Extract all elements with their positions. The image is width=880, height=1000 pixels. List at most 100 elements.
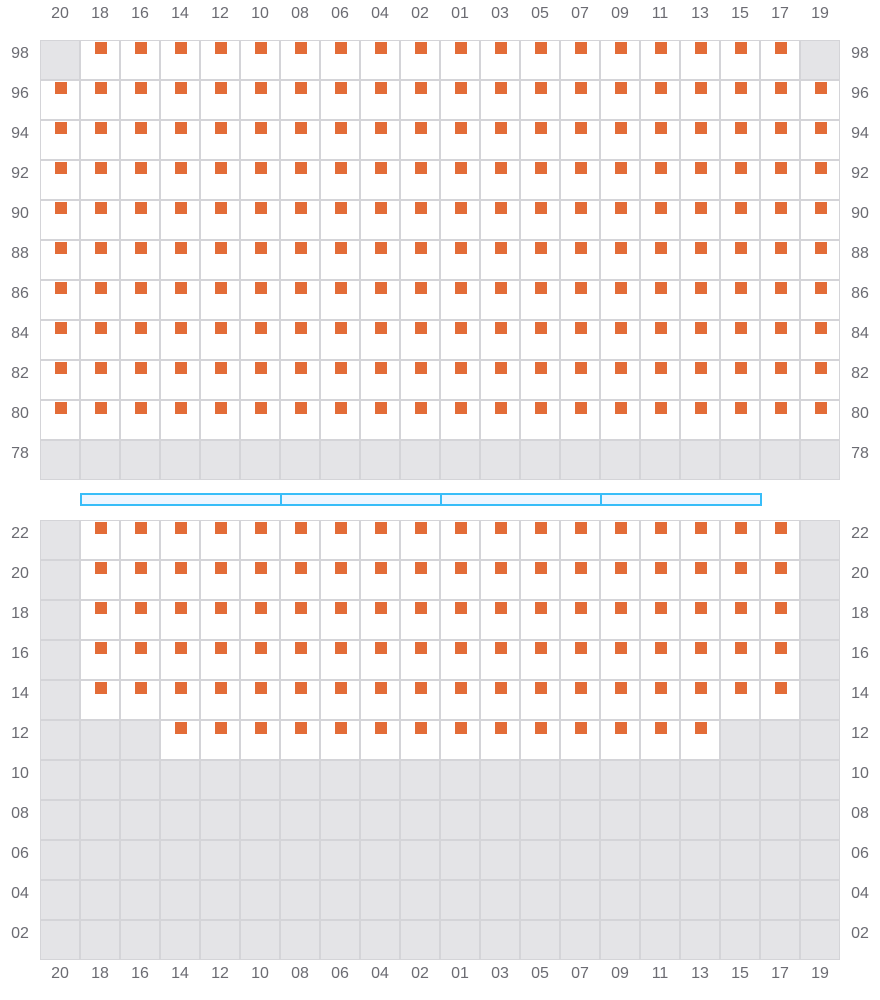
available-cell[interactable] (720, 320, 760, 360)
available-cell[interactable] (240, 520, 280, 560)
available-cell[interactable] (680, 560, 720, 600)
available-cell[interactable] (560, 720, 600, 760)
available-cell[interactable] (560, 520, 600, 560)
available-cell[interactable] (600, 600, 640, 640)
available-cell[interactable] (520, 80, 560, 120)
available-cell[interactable] (600, 280, 640, 320)
available-cell[interactable] (120, 280, 160, 320)
available-cell[interactable] (120, 240, 160, 280)
available-cell[interactable] (800, 240, 840, 280)
available-cell[interactable] (40, 160, 80, 200)
available-cell[interactable] (200, 640, 240, 680)
available-cell[interactable] (240, 200, 280, 240)
available-cell[interactable] (480, 600, 520, 640)
available-cell[interactable] (560, 560, 600, 600)
available-cell[interactable] (80, 600, 120, 640)
available-cell[interactable] (400, 80, 440, 120)
available-cell[interactable] (200, 240, 240, 280)
available-cell[interactable] (680, 40, 720, 80)
available-cell[interactable] (440, 360, 480, 400)
available-cell[interactable] (800, 400, 840, 440)
available-cell[interactable] (120, 680, 160, 720)
available-cell[interactable] (720, 520, 760, 560)
available-cell[interactable] (480, 560, 520, 600)
available-cell[interactable] (120, 80, 160, 120)
available-cell[interactable] (240, 120, 280, 160)
available-cell[interactable] (440, 520, 480, 560)
available-cell[interactable] (160, 320, 200, 360)
available-cell[interactable] (520, 320, 560, 360)
available-cell[interactable] (320, 40, 360, 80)
available-cell[interactable] (680, 160, 720, 200)
available-cell[interactable] (720, 120, 760, 160)
available-cell[interactable] (160, 280, 200, 320)
available-cell[interactable] (360, 240, 400, 280)
available-cell[interactable] (600, 560, 640, 600)
available-cell[interactable] (640, 600, 680, 640)
available-cell[interactable] (640, 360, 680, 400)
available-cell[interactable] (160, 600, 200, 640)
available-cell[interactable] (320, 560, 360, 600)
available-cell[interactable] (720, 640, 760, 680)
available-cell[interactable] (600, 360, 640, 400)
available-cell[interactable] (280, 280, 320, 320)
available-cell[interactable] (440, 680, 480, 720)
available-cell[interactable] (160, 40, 200, 80)
available-cell[interactable] (760, 360, 800, 400)
available-cell[interactable] (320, 200, 360, 240)
available-cell[interactable] (360, 120, 400, 160)
available-cell[interactable] (400, 200, 440, 240)
available-cell[interactable] (320, 360, 360, 400)
available-cell[interactable] (520, 280, 560, 320)
available-cell[interactable] (360, 280, 400, 320)
available-cell[interactable] (200, 520, 240, 560)
available-cell[interactable] (80, 400, 120, 440)
available-cell[interactable] (160, 160, 200, 200)
available-cell[interactable] (280, 160, 320, 200)
available-cell[interactable] (680, 120, 720, 160)
available-cell[interactable] (520, 200, 560, 240)
available-cell[interactable] (160, 680, 200, 720)
available-cell[interactable] (40, 320, 80, 360)
available-cell[interactable] (680, 640, 720, 680)
available-cell[interactable] (680, 320, 720, 360)
available-cell[interactable] (600, 640, 640, 680)
available-cell[interactable] (560, 640, 600, 680)
available-cell[interactable] (320, 520, 360, 560)
available-cell[interactable] (240, 40, 280, 80)
available-cell[interactable] (520, 120, 560, 160)
available-cell[interactable] (280, 560, 320, 600)
available-cell[interactable] (560, 400, 600, 440)
available-cell[interactable] (200, 320, 240, 360)
available-cell[interactable] (800, 360, 840, 400)
available-cell[interactable] (160, 80, 200, 120)
available-cell[interactable] (760, 80, 800, 120)
available-cell[interactable] (280, 240, 320, 280)
available-cell[interactable] (520, 240, 560, 280)
available-cell[interactable] (760, 280, 800, 320)
available-cell[interactable] (480, 240, 520, 280)
available-cell[interactable] (760, 40, 800, 80)
available-cell[interactable] (400, 680, 440, 720)
available-cell[interactable] (200, 160, 240, 200)
available-cell[interactable] (400, 280, 440, 320)
available-cell[interactable] (400, 360, 440, 400)
available-cell[interactable] (600, 200, 640, 240)
available-cell[interactable] (280, 80, 320, 120)
available-cell[interactable] (400, 240, 440, 280)
available-cell[interactable] (440, 240, 480, 280)
available-cell[interactable] (480, 680, 520, 720)
available-cell[interactable] (200, 720, 240, 760)
available-cell[interactable] (760, 400, 800, 440)
available-cell[interactable] (240, 360, 280, 400)
available-cell[interactable] (400, 560, 440, 600)
available-cell[interactable] (40, 280, 80, 320)
available-cell[interactable] (560, 40, 600, 80)
available-cell[interactable] (520, 720, 560, 760)
available-cell[interactable] (280, 360, 320, 400)
available-cell[interactable] (360, 600, 400, 640)
available-cell[interactable] (480, 400, 520, 440)
available-cell[interactable] (520, 160, 560, 200)
available-cell[interactable] (760, 200, 800, 240)
available-cell[interactable] (160, 240, 200, 280)
